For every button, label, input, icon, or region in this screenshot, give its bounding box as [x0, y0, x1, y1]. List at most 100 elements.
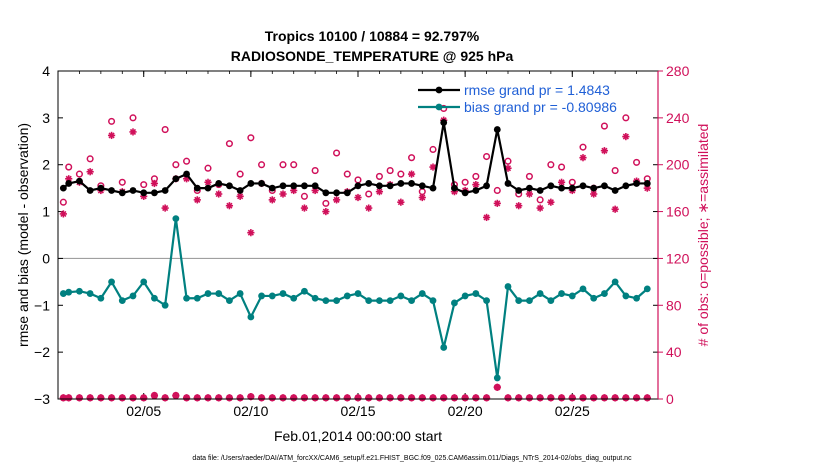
bias-point	[172, 215, 180, 223]
rmse-point	[547, 182, 555, 190]
obs-assimilated-point	[354, 193, 362, 202]
obs-low-assimilated-point	[568, 394, 576, 402]
asterisk-stroke	[408, 394, 415, 401]
bias-point	[322, 297, 330, 304]
bias-point	[65, 288, 73, 296]
obs-possible-point	[483, 152, 491, 161]
obs-assimilated-point	[493, 199, 501, 207]
obs-assimilated-point	[397, 198, 405, 206]
rmse-point	[429, 184, 437, 192]
asterisk-stroke	[644, 185, 651, 192]
obs-assimilated-point	[536, 204, 544, 212]
x-tick-label: 02/25	[555, 403, 590, 419]
asterisk-stroke	[376, 188, 383, 195]
obs-assimilated-point	[472, 181, 480, 189]
asterisk-stroke	[590, 190, 597, 198]
y-tick-label-left: 1	[42, 204, 50, 220]
bias-point	[558, 290, 565, 297]
asterisk-stroke	[269, 394, 276, 401]
legend-rmse-marker	[435, 86, 443, 94]
obs-low-assimilated-point	[429, 394, 437, 402]
rmse-point	[108, 187, 115, 194]
rmse-point	[493, 126, 501, 133]
obs-possible-point	[633, 158, 641, 166]
bias-point	[579, 285, 587, 293]
rmse-point	[322, 189, 330, 197]
asterisk-stroke	[515, 202, 522, 209]
rmse-point	[151, 189, 158, 197]
bias-point	[461, 292, 469, 300]
asterisk-stroke	[354, 194, 362, 201]
obs-low-assimilated-point	[322, 394, 330, 402]
rmse-point	[365, 180, 373, 187]
asterisk-stroke	[365, 394, 372, 401]
obs-possible-point	[600, 122, 608, 130]
asterisk-stroke	[526, 394, 533, 401]
y-tick-label-right: 240	[666, 110, 690, 126]
obs-assimilated-point	[279, 190, 287, 198]
asterisk-stroke	[344, 394, 351, 401]
obs-assimilated-point	[247, 229, 255, 237]
rmse-point	[226, 182, 233, 190]
obs-possible-point	[429, 145, 437, 154]
asterisk-stroke	[237, 394, 244, 401]
asterisk-stroke	[569, 394, 576, 401]
bias-point	[290, 294, 298, 302]
asterisk-stroke	[312, 394, 319, 401]
obs-possible-point	[558, 163, 566, 171]
rmse-point	[633, 180, 640, 187]
obs-possible-point	[59, 198, 67, 206]
asterisk-stroke	[258, 394, 265, 401]
rmse-point	[333, 189, 340, 197]
obs-assimilated-point	[332, 196, 341, 204]
asterisk-stroke	[612, 394, 619, 401]
bias-point	[643, 285, 651, 293]
obs-assimilated-point	[59, 210, 67, 218]
asterisk-stroke	[483, 214, 490, 221]
bias-point	[397, 292, 405, 300]
obs-low-assimilated-point	[172, 391, 180, 400]
rmse-point	[472, 187, 480, 194]
rmse-point	[354, 182, 362, 190]
bias-point	[140, 278, 148, 286]
bias-point	[483, 297, 490, 304]
asterisk-stroke	[322, 208, 329, 215]
y-tick-label-left: 2	[42, 157, 50, 173]
rmse-point	[536, 187, 544, 194]
obs-assimilated-point	[300, 204, 309, 212]
obs-possible-point	[65, 163, 73, 171]
obs-assimilated-point	[129, 128, 137, 136]
rmse-point	[311, 182, 319, 190]
legend-rmse-label: rmse grand pr = 1.4843	[464, 82, 610, 98]
obs-low-assimilated-point	[407, 394, 416, 402]
obs-low-assimilated-point	[365, 394, 373, 402]
obs-assimilated-point	[268, 196, 276, 204]
asterisk-stroke	[215, 190, 222, 198]
rmse-point	[118, 189, 126, 197]
rmse-point	[386, 182, 394, 190]
obs-assimilated-point	[515, 202, 523, 210]
asterisk-stroke	[279, 190, 287, 198]
asterisk-stroke	[65, 175, 72, 182]
obs-low-assimilated-point	[461, 394, 469, 402]
obs-assimilated-point	[590, 190, 598, 198]
bias-point	[354, 290, 362, 297]
asterisk-stroke	[558, 394, 565, 401]
asterisk-stroke	[151, 180, 158, 187]
rmse-point	[129, 187, 137, 194]
obs-low-assimilated-point	[118, 394, 126, 402]
rmse-point	[418, 182, 426, 190]
x-tick-label: 02/20	[448, 403, 483, 419]
asterisk-stroke	[65, 394, 72, 401]
obs-possible-point	[118, 178, 126, 186]
asterisk-stroke	[579, 154, 587, 161]
rmse-point	[258, 180, 265, 187]
bias-point	[418, 290, 426, 297]
bias-point	[568, 292, 576, 300]
obs-possible-point	[386, 167, 394, 175]
y-tick-label-right: 0	[666, 391, 674, 407]
obs-low-assimilated-point	[161, 394, 169, 402]
